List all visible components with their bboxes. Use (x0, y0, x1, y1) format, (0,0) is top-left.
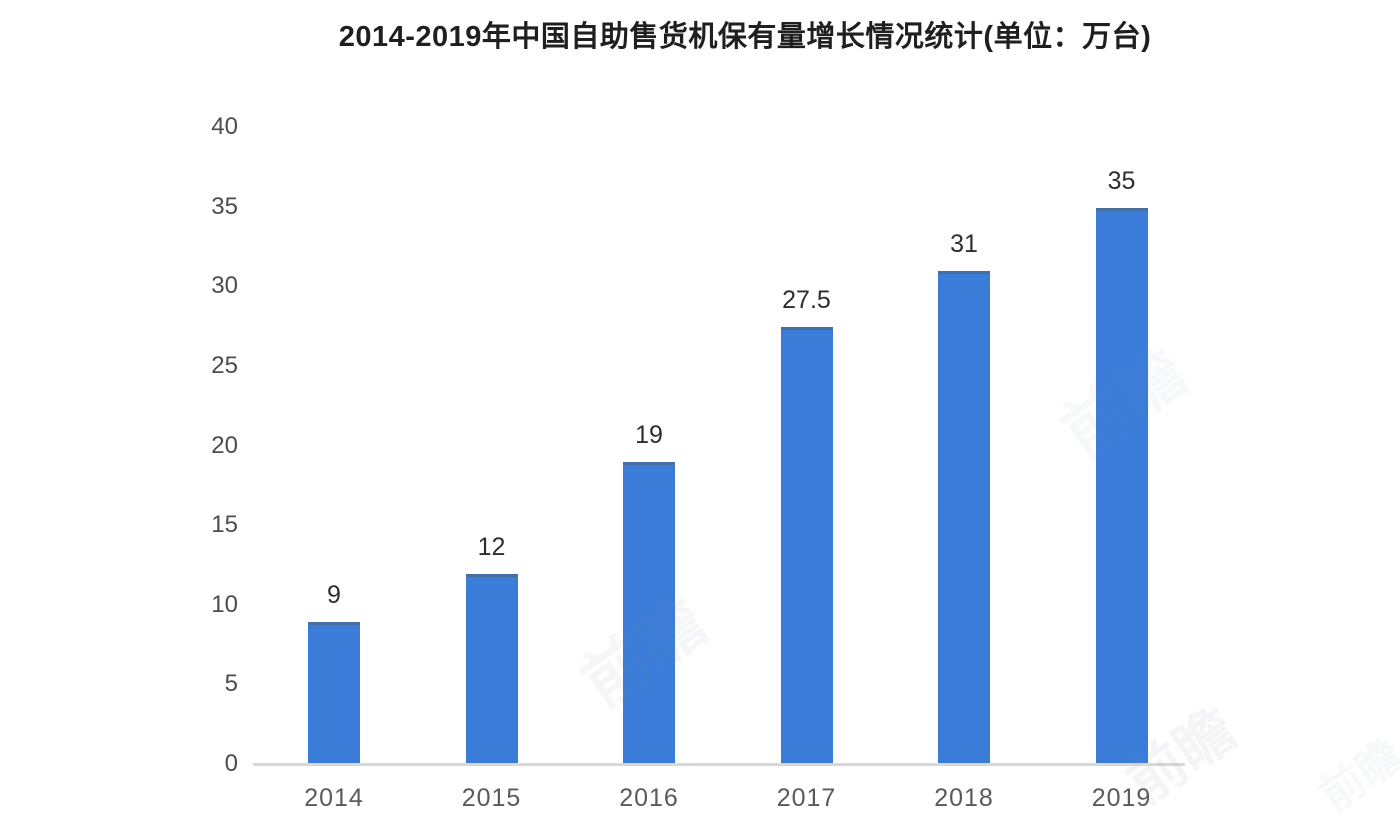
y-tick-label: 30 (211, 272, 238, 300)
bar-2018 (938, 271, 990, 765)
bar-value-label: 31 (950, 230, 978, 259)
y-tick-label: 40 (211, 113, 238, 140)
x-tick-label: 2015 (461, 784, 522, 812)
x-tick-label: 2017 (776, 784, 837, 812)
y-tick-label: 15 (211, 511, 238, 539)
y-tick-label: 10 (211, 590, 238, 618)
bar-2017 (780, 327, 833, 765)
bar-value-label: 12 (477, 532, 506, 561)
y-tick-label: 20 (211, 431, 238, 459)
bar-value-label: 19 (635, 421, 663, 450)
x-tick-label: 2019 (1091, 784, 1152, 812)
x-tick-label: 2016 (619, 784, 679, 812)
bar-value-label: 35 (1107, 166, 1136, 195)
bar-2014 (308, 621, 360, 765)
bar-2015 (465, 573, 518, 765)
chart-title: 2014-2019年中国自助售货机保有量增长情况统计(单位：万台) (338, 21, 1152, 53)
x-axis-line (253, 763, 1185, 766)
bar-2019 (1095, 207, 1148, 765)
y-tick-label: 5 (224, 670, 238, 698)
x-tick-label: 2014 (304, 784, 364, 812)
watermark: 前瞻 (1311, 730, 1400, 821)
y-tick-label: 25 (211, 351, 238, 379)
y-tick-label: 35 (211, 192, 238, 220)
x-tick-label: 2018 (934, 784, 994, 812)
bar-value-label: 27.5 (782, 286, 831, 315)
bar-value-label: 9 (327, 580, 341, 609)
bar-2016 (623, 462, 675, 765)
y-tick-label: 0 (224, 750, 238, 777)
